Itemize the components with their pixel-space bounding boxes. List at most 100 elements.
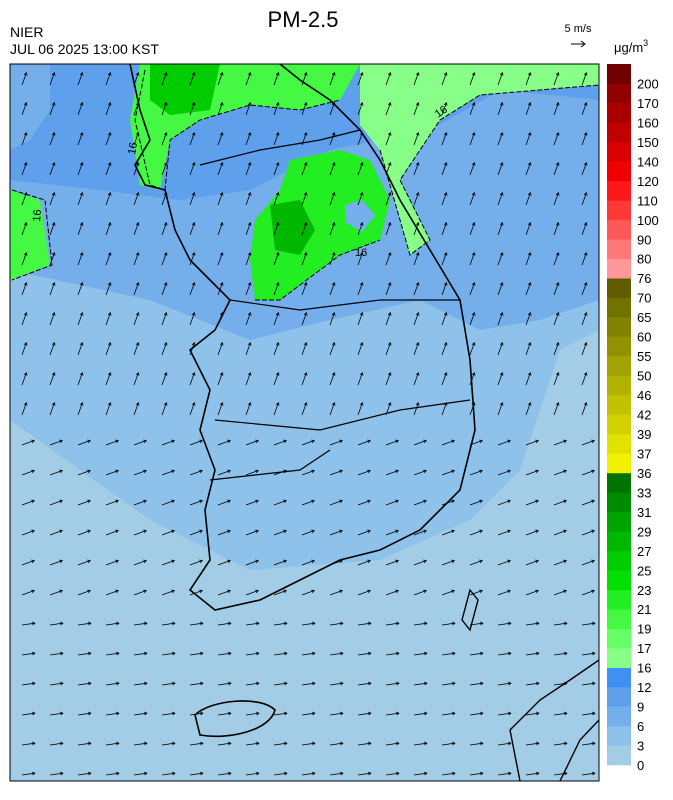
wind-arrow xyxy=(21,162,27,176)
wind-arrowhead xyxy=(395,711,400,716)
wind-arrow xyxy=(273,192,279,206)
map-frame xyxy=(9,63,600,782)
wind-arrowhead xyxy=(387,132,392,136)
colorbar-box xyxy=(607,570,631,591)
wind-arrowhead xyxy=(143,741,148,746)
wind-arrowhead xyxy=(555,222,560,226)
wind-arrow xyxy=(553,102,559,116)
colorbar-box xyxy=(607,239,631,260)
wind-arrow xyxy=(273,252,279,266)
wind-arrowhead xyxy=(227,469,231,474)
wind-arrow xyxy=(553,222,559,236)
wind-arrow xyxy=(301,652,315,656)
wind-arrowhead xyxy=(143,589,147,594)
wind-arrowhead xyxy=(51,102,56,106)
wind-arrowhead xyxy=(171,529,175,534)
wind-arrow xyxy=(385,222,391,236)
wind-arrow xyxy=(301,192,307,206)
wind-arrowhead xyxy=(331,192,336,196)
wind-arrowhead xyxy=(387,222,392,226)
wind-arrowhead xyxy=(423,439,427,444)
colorbar-label: 170 xyxy=(637,96,659,111)
wind-arrowhead xyxy=(303,162,308,166)
wind-arrow xyxy=(49,682,63,686)
wind-arrowhead xyxy=(135,312,140,316)
wind-arrow xyxy=(469,590,483,596)
wind-arrowhead xyxy=(591,439,595,444)
wind-arrow xyxy=(21,222,27,236)
wind-arrow xyxy=(77,252,83,266)
colorbar-label: 120 xyxy=(637,174,659,189)
wind-arrow xyxy=(77,530,91,536)
colorbar-box xyxy=(607,589,631,610)
wind-arrowhead xyxy=(387,282,392,286)
timestamp: JUL 06 2025 13:00 KST xyxy=(10,41,159,57)
wind-arrowhead xyxy=(339,589,343,594)
wind-arrow xyxy=(581,772,595,776)
wind-arrow xyxy=(273,312,279,326)
wind-arrow xyxy=(273,622,287,626)
wind-arrowhead xyxy=(247,192,252,196)
wind-arrowhead xyxy=(311,439,315,444)
wind-arrowhead xyxy=(423,681,428,686)
wind-arrow xyxy=(21,530,35,536)
wind-arrowhead xyxy=(115,771,120,776)
wind-arrowhead xyxy=(535,651,540,656)
wind-arrow xyxy=(161,772,175,776)
hole-central xyxy=(345,200,375,232)
colorbar-box xyxy=(607,726,631,746)
wind-arrow xyxy=(21,132,27,146)
wind-arrow xyxy=(217,470,231,476)
wind-arrowhead xyxy=(191,162,196,166)
wind-arrow xyxy=(49,342,55,356)
wind-arrow xyxy=(189,102,195,116)
wind-arrowhead xyxy=(367,621,372,626)
wind-arrow xyxy=(441,372,447,386)
colorbar-box xyxy=(607,336,631,357)
wind-arrowhead xyxy=(79,222,84,226)
wind-arrow xyxy=(105,560,119,566)
coastline xyxy=(129,64,476,611)
wind-arrow xyxy=(133,252,139,266)
colorbar-box xyxy=(607,531,631,552)
wind-arrow xyxy=(301,162,307,176)
wind-arrowhead xyxy=(423,771,428,776)
colorbar-box xyxy=(607,648,631,668)
wind-arrow xyxy=(301,222,307,236)
green-central xyxy=(250,150,390,300)
wind-arrow xyxy=(497,132,503,146)
wind-arrow xyxy=(581,192,587,206)
wind-arrowhead xyxy=(143,529,147,534)
wind-arrow xyxy=(441,402,447,416)
wind-arrow xyxy=(301,742,315,746)
wind-arrow xyxy=(161,252,167,266)
wind-arrowhead xyxy=(59,741,64,746)
wind-arrowhead xyxy=(471,192,476,196)
wind-arrow xyxy=(357,682,371,686)
wind-arrowhead xyxy=(479,469,483,474)
wind-arrowhead xyxy=(227,771,232,776)
wind-arrowhead xyxy=(23,372,28,376)
wind-arrow xyxy=(357,102,363,116)
wind-arrow xyxy=(441,470,455,476)
wind-arrowhead xyxy=(31,439,35,444)
wind-arrowhead xyxy=(199,529,203,534)
colorbar-box xyxy=(607,219,631,240)
wind-arrow xyxy=(77,622,91,626)
wind-arrowhead xyxy=(303,402,308,406)
wind-arrow xyxy=(77,652,91,656)
wind-arrowhead xyxy=(471,342,476,346)
wind-arrow xyxy=(189,282,195,296)
wind-arrowhead xyxy=(395,681,400,686)
wind-arrow xyxy=(217,402,223,416)
wind-arrow xyxy=(189,72,195,86)
wind-arrow xyxy=(413,622,427,626)
wind-arrowhead xyxy=(275,282,280,286)
wind-arrowhead xyxy=(87,621,92,626)
wind-arrow xyxy=(273,342,279,356)
wind-arrow xyxy=(105,312,111,326)
wind-arrowhead xyxy=(219,252,224,256)
wind-arrow xyxy=(497,470,511,476)
colorbar-label: 140 xyxy=(637,154,659,169)
wind-arrowhead xyxy=(555,402,560,406)
